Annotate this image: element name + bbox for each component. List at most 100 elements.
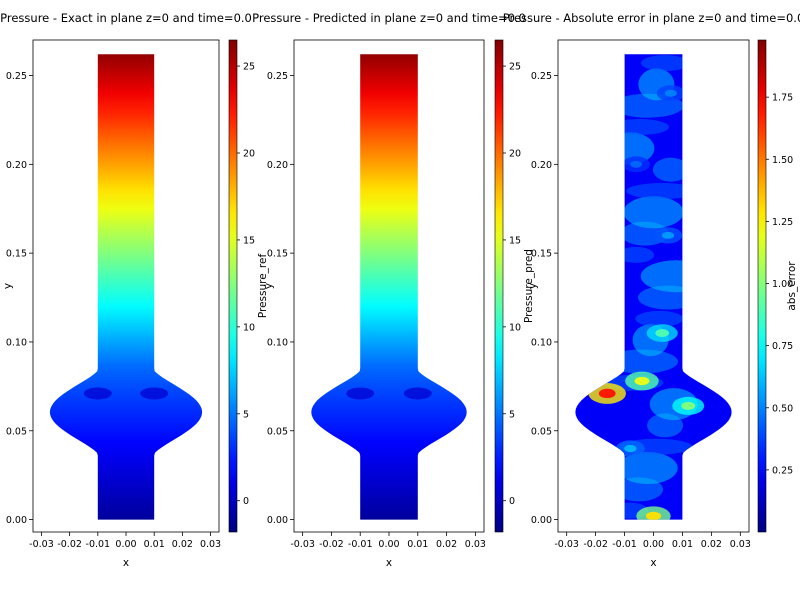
colorbar-tick-label: 1.75: [772, 93, 793, 104]
vortex-spot: [83, 387, 112, 400]
error-hotspot-core: [661, 231, 675, 239]
x-tick-label: 0.01: [144, 539, 165, 550]
y-tick-label: 0.25: [531, 71, 552, 82]
colorbar-tick-label: 10: [243, 322, 255, 333]
colorbar-tick-label: 15: [509, 235, 521, 246]
colorbar-tick-label: 20: [243, 149, 255, 160]
vortex-spot: [140, 387, 169, 400]
y-tick-label: 0.20: [531, 160, 552, 171]
error-patch: [641, 55, 690, 72]
y-tick-label: 0.15: [6, 249, 27, 260]
colorbar-tick-label: 0.50: [772, 403, 793, 414]
x-tick-label: -0.01: [86, 539, 111, 550]
error-patch: [609, 119, 670, 136]
y-tick-label: 0.05: [267, 426, 288, 437]
y-tick-label: 0.10: [6, 337, 27, 348]
colorbar-tick-label: 25: [509, 62, 521, 73]
x-tick-label: 0.00: [115, 539, 136, 550]
error-hotspot-core: [645, 511, 662, 520]
colorbar-label: Pressure_ref: [257, 254, 269, 319]
error-hotspot-core: [664, 89, 677, 97]
error-hotspot-core: [598, 388, 616, 399]
x-tick-label: -0.02: [57, 539, 82, 550]
x-tick-label: -0.01: [348, 539, 373, 550]
colorbar-tick-label: 0: [243, 496, 249, 507]
y-tick-label: 0.15: [267, 249, 288, 260]
y-tick-label: 0.20: [6, 160, 27, 171]
pressure-field: [311, 54, 467, 520]
colorbar-tick-label: 10: [509, 322, 521, 333]
chart-title: Pressure - Predicted in plane z=0 and ti…: [252, 11, 526, 25]
y-tick-label: 0.00: [6, 515, 27, 526]
colorbar-tick-label: 25: [243, 62, 255, 73]
subplot-2: Pressure - Predicted in plane z=0 and ti…: [252, 11, 535, 569]
y-tick-label: 0.10: [267, 337, 288, 348]
error-patch: [617, 452, 678, 485]
field-gradient: [49, 54, 203, 520]
colorbar-tick-label: 5: [243, 409, 249, 420]
x-tick-label: 0.02: [701, 539, 722, 550]
x-tick-label: 0.00: [643, 539, 664, 550]
x-tick-label: 0.02: [172, 539, 193, 550]
vortex-spot: [346, 387, 375, 400]
colorbar-tick-label: 1.50: [772, 155, 793, 166]
y-axis-label: y: [2, 283, 14, 289]
x-axis-label: x: [650, 557, 656, 569]
x-tick-label: 0.03: [465, 539, 486, 550]
y-axis-label: y: [263, 283, 275, 289]
error-hotspot-core: [681, 401, 696, 410]
colorbar-tick-label: 0.75: [772, 341, 793, 352]
error-hotspot-core: [624, 444, 637, 453]
chart-title: Pressure - Exact in plane z=0 and time=0…: [0, 11, 252, 25]
x-tick-label: -0.01: [612, 539, 637, 550]
colorbar-tick-label: 1.00: [772, 279, 793, 290]
colorbar-tick-label: 20: [509, 149, 521, 160]
x-tick-label: 0.01: [672, 539, 693, 550]
x-tick-label: -0.03: [554, 539, 579, 550]
y-tick-label: 0.00: [531, 515, 552, 526]
x-tick-label: 0.03: [730, 539, 751, 550]
colorbar: [757, 39, 767, 533]
subplot-1: Pressure - Exact in plane z=0 and time=0…: [0, 11, 269, 569]
pressure-field: [575, 54, 732, 520]
y-tick-label: 0.00: [267, 515, 288, 526]
colorbar-label: Pressure_pred: [523, 249, 535, 323]
error-patch: [626, 182, 699, 199]
colorbar: [228, 39, 238, 533]
x-tick-label: 0.03: [200, 539, 221, 550]
y-tick-label: 0.10: [531, 337, 552, 348]
chart-title: Pressure - Absolute error in plane z=0 a…: [503, 11, 800, 25]
error-patch: [652, 157, 689, 182]
x-tick-label: 0.00: [378, 539, 399, 550]
colorbar-tick-label: 15: [243, 235, 255, 246]
x-tick-label: 0.02: [436, 539, 457, 550]
error-patch: [640, 260, 713, 293]
x-tick-label: -0.03: [290, 539, 315, 550]
colorbar: [494, 39, 504, 533]
error-hotspot-core: [630, 160, 643, 168]
x-tick-label: -0.02: [583, 539, 608, 550]
y-tick-label: 0.05: [6, 426, 27, 437]
error-patch: [618, 246, 655, 263]
field-gradient: [311, 54, 467, 520]
error-patch: [623, 196, 684, 229]
vortex-spot: [403, 387, 432, 400]
colorbar-tick-label: 0: [509, 496, 515, 507]
error-patch: [635, 310, 684, 327]
y-tick-label: 0.25: [267, 71, 288, 82]
y-tick-label: 0.25: [6, 71, 27, 82]
error-hotspot-core: [634, 376, 650, 386]
x-tick-label: -0.03: [29, 539, 54, 550]
colorbar-tick-label: 0.25: [772, 465, 793, 476]
y-tick-label: 0.05: [531, 426, 552, 437]
pressure-field: [49, 54, 203, 520]
colorbar-tick-label: 5: [509, 409, 515, 420]
colorbar-label: abs_error: [786, 261, 798, 311]
colorbar-tick-label: 1.25: [772, 217, 793, 228]
y-axis-label: y: [527, 283, 539, 289]
x-axis-label: x: [386, 557, 392, 569]
x-axis-label: x: [123, 557, 129, 569]
error-hotspot-core: [655, 329, 669, 337]
subplot-3: Pressure - Absolute error in plane z=0 a…: [503, 11, 800, 569]
